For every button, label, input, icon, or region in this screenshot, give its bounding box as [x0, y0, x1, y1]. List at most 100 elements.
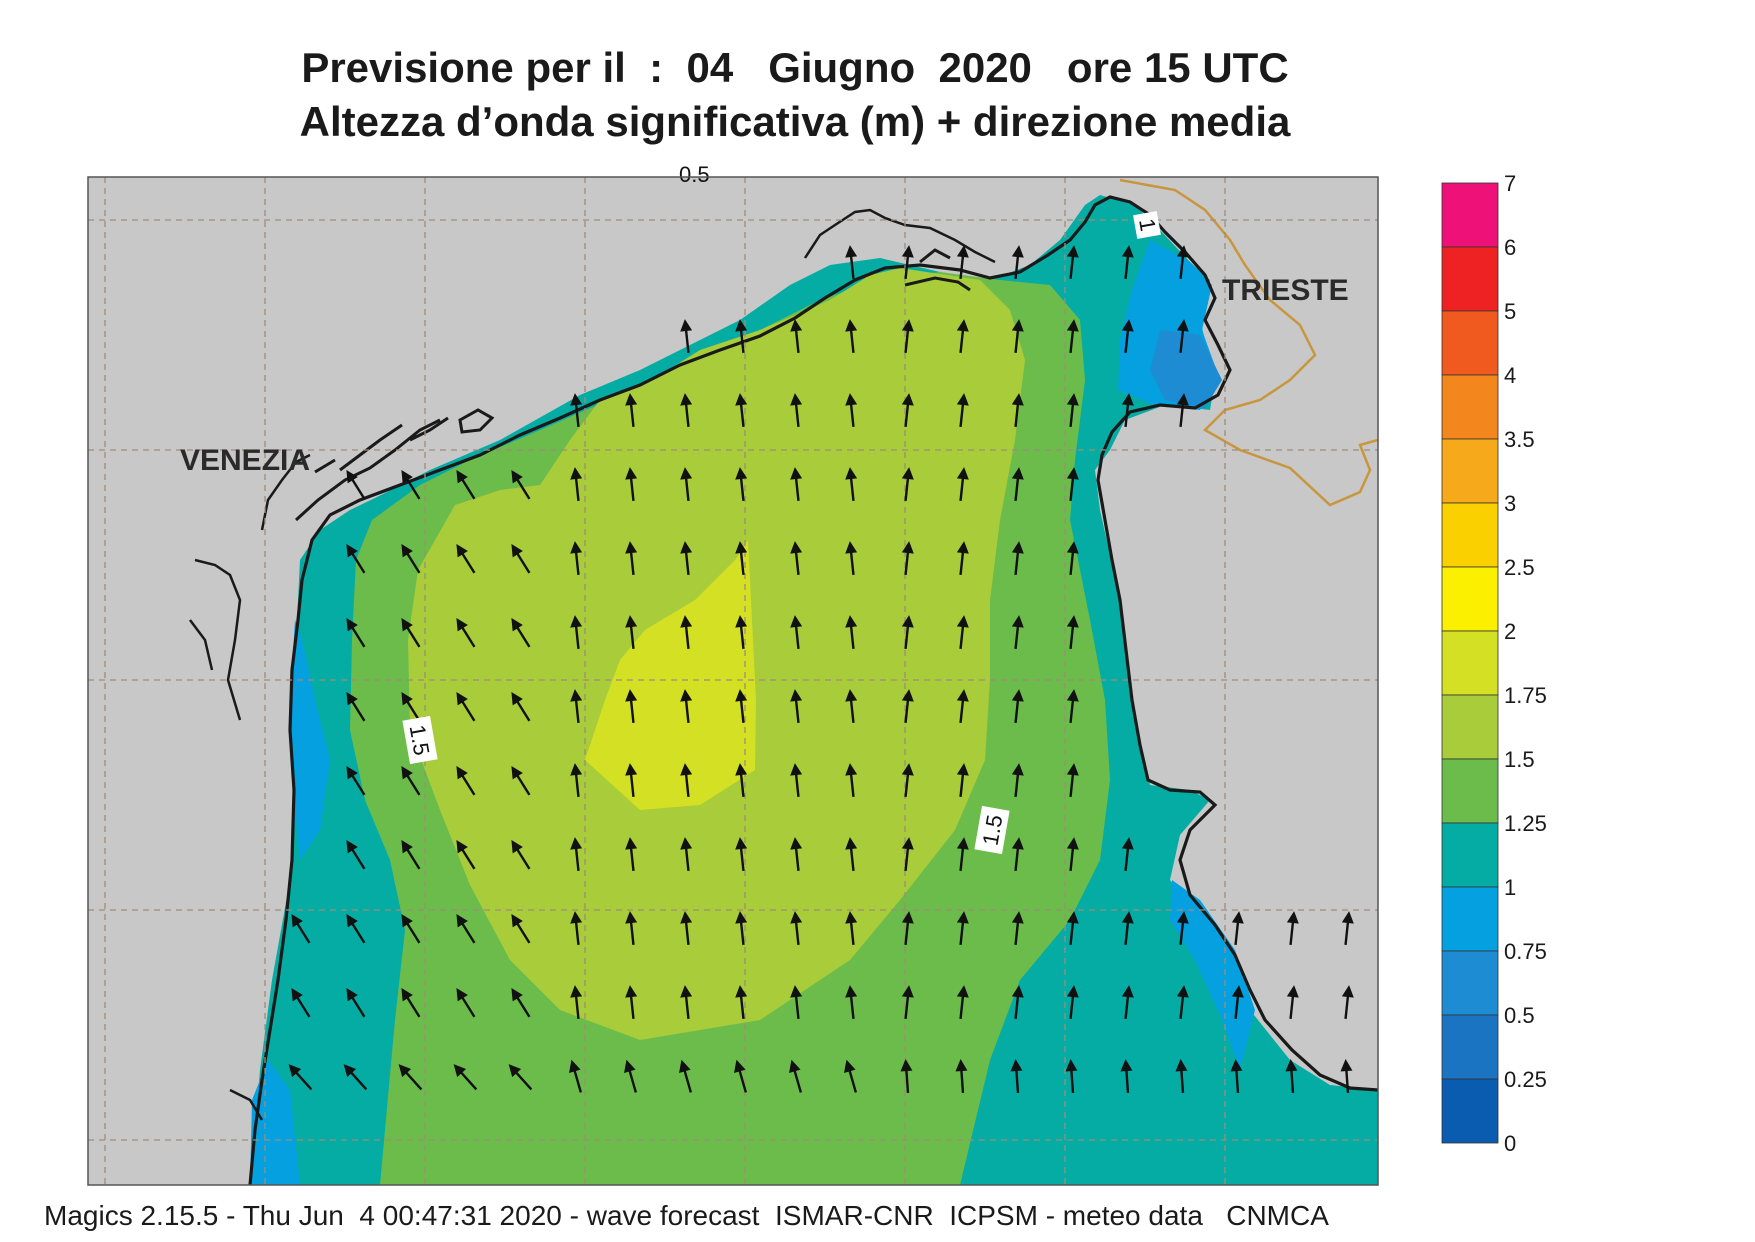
wave-arrow: [456, 618, 476, 648]
wave-arrow: [401, 470, 421, 500]
wave-arrow: [955, 1059, 968, 1094]
wave-arrow: [680, 985, 693, 1020]
wave-arrow: [1176, 393, 1189, 428]
sea-band-0.75-1-east: [1170, 880, 1255, 1070]
wave-arrow: [456, 988, 476, 1018]
contour-label-1-5-east: 1.5: [974, 805, 1010, 855]
legend-swatch: [1441, 374, 1499, 440]
wave-arrow: [735, 911, 748, 946]
wave-arrow: [1175, 1059, 1188, 1094]
wave-arrow: [735, 393, 748, 428]
wave-arrow: [570, 689, 583, 724]
map-area: 1.5 1.5 1 VENEZIA TRIESTE: [88, 177, 1378, 1185]
city-label-venezia: VENEZIA: [180, 444, 310, 477]
wave-arrow: [625, 467, 638, 502]
wave-arrow: [511, 544, 531, 574]
wave-arrow: [1066, 837, 1079, 872]
wave-arrow: [1011, 763, 1024, 798]
legend-label: 5: [1504, 299, 1516, 324]
legend-label: 7: [1504, 171, 1516, 196]
wave-arrow: [680, 467, 693, 502]
wave-arrow: [901, 689, 914, 724]
wave-arrow: [401, 914, 421, 944]
wave-arrow: [1066, 615, 1079, 650]
legend-label: 1: [1504, 875, 1516, 900]
wave-arrow: [1011, 615, 1024, 650]
wave-arrow: [625, 911, 638, 946]
wave-arrow: [901, 985, 914, 1020]
wave-arrow: [734, 1059, 748, 1093]
legend-swatch: [1441, 246, 1499, 312]
legend-swatch: [1441, 822, 1499, 888]
wave-arrow: [625, 689, 638, 724]
wave-arrow: [735, 985, 748, 1020]
sea-band-0.5-0.75-trieste: [1150, 330, 1222, 408]
wave-arrow: [901, 541, 914, 576]
wave-arrow: [1176, 245, 1189, 280]
wave-arrow: [625, 763, 638, 798]
wave-arrow: [790, 837, 803, 872]
wave-arrow: [453, 1064, 478, 1091]
wave-arrow: [901, 393, 914, 428]
lagoon-islands: [294, 408, 495, 522]
wave-arrow: [625, 837, 638, 872]
wave-arrow: [291, 988, 311, 1018]
wave-arrow: [790, 615, 803, 650]
wave-arrow: [790, 911, 803, 946]
wave-arrow: [456, 914, 476, 944]
legend-swatch: [1441, 950, 1499, 1016]
wave-arrow: [1121, 911, 1134, 946]
wave-arrow: [1011, 319, 1024, 354]
legend-swatch: [1441, 630, 1499, 696]
legend-label: 1.75: [1504, 683, 1547, 708]
legend-swatch: [1441, 438, 1499, 504]
wave-arrow: [956, 245, 969, 280]
wave-arrow: [1011, 689, 1024, 724]
wave-arrow: [735, 467, 748, 502]
wave-arrow: [1011, 911, 1024, 946]
wave-arrow: [456, 766, 476, 796]
legend-label: 0.5: [1504, 1003, 1535, 1028]
wave-arrow: [625, 985, 638, 1020]
wave-arrow: [790, 985, 803, 1020]
wave-arrow: [1230, 1059, 1243, 1094]
wave-arrow: [845, 615, 858, 650]
legend-label: 0: [1504, 1131, 1516, 1156]
wave-arrow: [1176, 319, 1189, 354]
wave-direction-arrows: [288, 245, 1354, 1094]
wave-arrow: [570, 615, 583, 650]
wave-arrow: [956, 911, 969, 946]
wave-arrow: [845, 467, 858, 502]
wave-arrow: [1121, 319, 1134, 354]
wave-arrow: [1066, 467, 1079, 502]
wave-arrow: [570, 985, 583, 1020]
wave-arrow: [680, 911, 693, 946]
wave-arrow: [570, 393, 583, 428]
wave-arrow: [1066, 763, 1079, 798]
wave-arrow: [508, 1064, 533, 1091]
wave-arrow: [901, 319, 914, 354]
legend-label: 1.25: [1504, 811, 1547, 836]
legend-swatch: [1441, 758, 1499, 824]
wave-arrow: [511, 470, 531, 500]
wave-arrow: [680, 393, 693, 428]
wave-arrow: [1231, 911, 1244, 946]
wave-arrow: [680, 319, 693, 354]
wave-arrow: [956, 689, 969, 724]
wave-arrow: [1341, 985, 1354, 1020]
legend-label: 2.5: [1504, 555, 1535, 580]
wave-arrow: [1121, 837, 1134, 872]
wave-arrow: [569, 1059, 583, 1093]
wave-arrow: [956, 763, 969, 798]
wave-arrow: [511, 840, 531, 870]
legend-label: 1.5: [1504, 747, 1535, 772]
wave-arrow: [1011, 985, 1024, 1020]
wave-arrow: [401, 618, 421, 648]
wave-arrow: [511, 766, 531, 796]
svg-text:1.5: 1.5: [405, 723, 435, 757]
wave-arrow: [456, 544, 476, 574]
wave-arrow: [790, 393, 803, 428]
wave-arrow: [456, 470, 476, 500]
wave-arrow: [956, 541, 969, 576]
wave-arrow: [511, 692, 531, 722]
